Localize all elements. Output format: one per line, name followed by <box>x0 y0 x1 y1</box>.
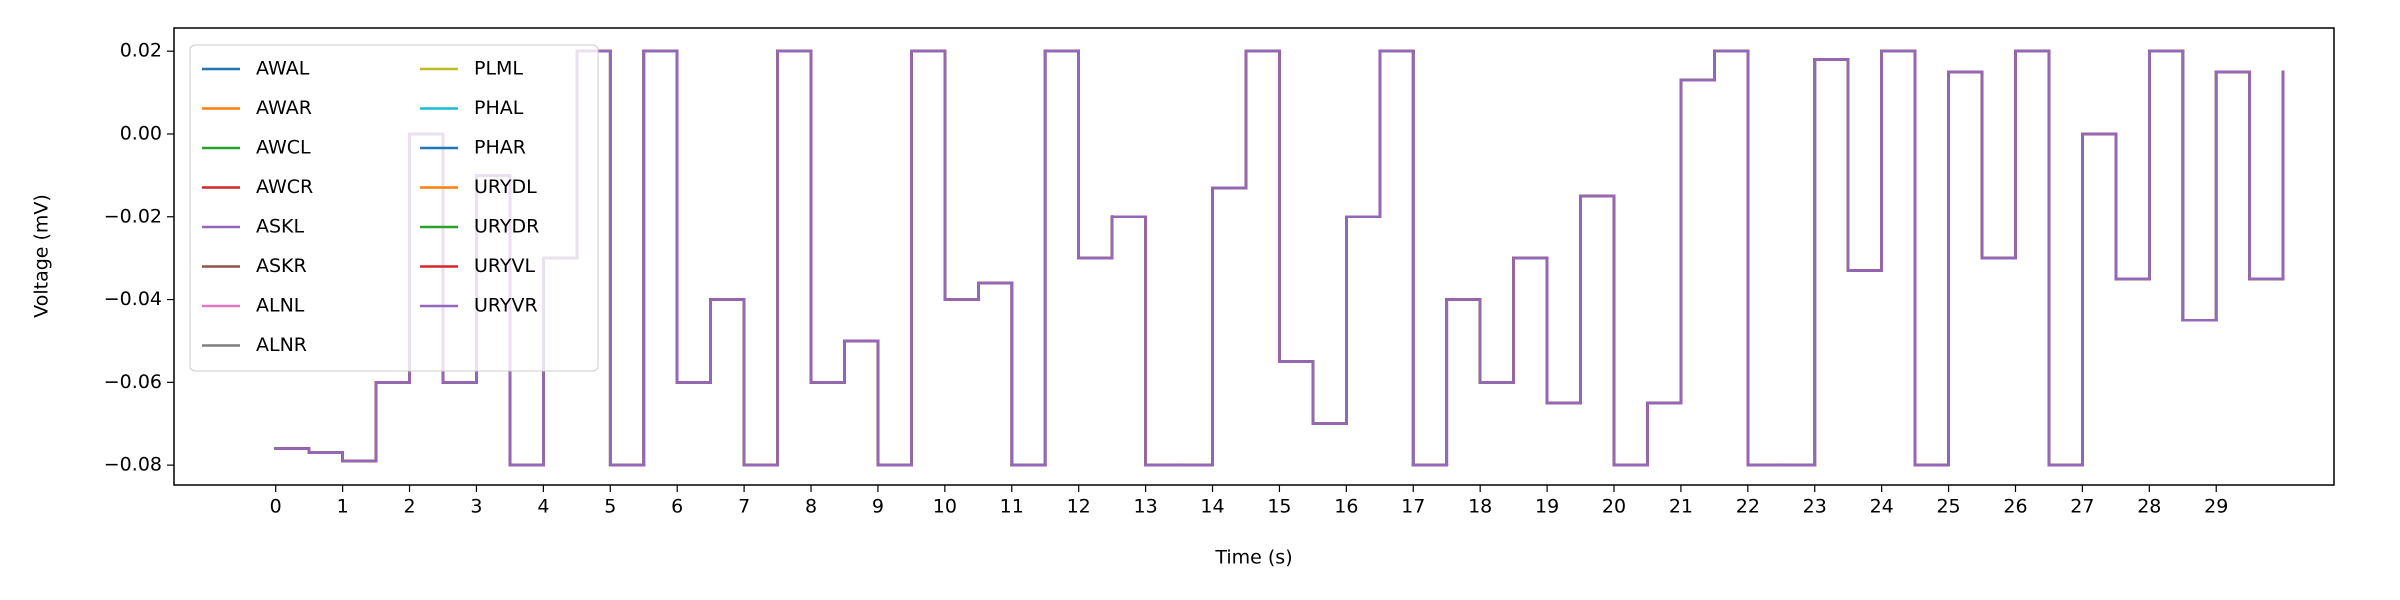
x-tick-label: 13 <box>1134 496 1158 518</box>
x-tick-label: 7 <box>738 496 750 518</box>
axes-frame <box>173 27 2335 486</box>
x-tick-label: 22 <box>1736 496 1760 518</box>
y-tick-label: −0.08 <box>104 454 162 476</box>
legend-label: PHAL <box>474 97 524 119</box>
x-tick-label: 2 <box>403 496 415 518</box>
legend-label: AWCR <box>256 176 313 198</box>
legend-label: AWAL <box>256 58 310 80</box>
x-axis-label: Time (s) <box>1214 547 1292 569</box>
x-tick-label: 27 <box>2070 496 2094 518</box>
x-tick-label: 26 <box>2003 496 2027 518</box>
x-tick-label: 19 <box>1535 496 1559 518</box>
x-tick-label: 0 <box>270 496 282 518</box>
x-tick-label: 12 <box>1067 496 1091 518</box>
x-tick-label: 28 <box>2137 496 2161 518</box>
x-tick-label: 6 <box>671 496 683 518</box>
x-tick-label: 25 <box>1936 496 1960 518</box>
x-tick-label: 24 <box>1870 496 1894 518</box>
y-tick-label: −0.04 <box>104 288 162 310</box>
x-tick-label: 14 <box>1200 496 1224 518</box>
legend-label: AWAR <box>256 97 312 119</box>
x-tick-label: 16 <box>1334 496 1358 518</box>
y-axis-label: Voltage (mV) <box>31 194 53 318</box>
legend-label: URYVR <box>474 295 538 317</box>
x-tick-label: 21 <box>1669 496 1693 518</box>
x-tick-label: 4 <box>537 496 549 518</box>
x-tick-label: 20 <box>1602 496 1626 518</box>
legend-label: ASKL <box>256 216 305 238</box>
y-tick-label: 0.02 <box>120 40 162 62</box>
x-tick-label: 15 <box>1267 496 1291 518</box>
legend-label: PLML <box>474 58 523 80</box>
x-tick-label: 29 <box>2204 496 2228 518</box>
x-tick-label: 17 <box>1401 496 1425 518</box>
x-tick-label: 1 <box>337 496 349 518</box>
x-tick-label: 9 <box>872 496 884 518</box>
legend-label: AWCL <box>256 137 311 159</box>
x-tick-label: 11 <box>1000 496 1024 518</box>
legend-label: ALNL <box>256 295 305 317</box>
legend-frame <box>189 44 599 372</box>
legend-label: URYVL <box>474 255 535 277</box>
legend-label: PHAR <box>474 137 526 159</box>
x-tick-label: 3 <box>470 496 482 518</box>
x-tick-label: 18 <box>1468 496 1492 518</box>
y-tick-label: −0.02 <box>104 205 162 227</box>
x-tick-label: 5 <box>604 496 616 518</box>
legend-label: URYDR <box>474 216 539 238</box>
plot-area <box>274 49 2285 467</box>
y-tick-label: −0.06 <box>104 371 162 393</box>
y-tick-label: 0.00 <box>120 122 162 144</box>
legend-label: URYDL <box>474 176 537 198</box>
legend-label: ALNR <box>256 334 307 356</box>
x-tick-label: 10 <box>933 496 957 518</box>
x-tick-label: 23 <box>1803 496 1827 518</box>
x-tick-label: 8 <box>805 496 817 518</box>
legend-label: ASKR <box>256 255 307 277</box>
